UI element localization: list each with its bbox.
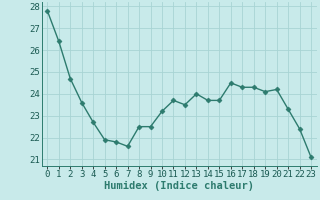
X-axis label: Humidex (Indice chaleur): Humidex (Indice chaleur) [104, 181, 254, 191]
